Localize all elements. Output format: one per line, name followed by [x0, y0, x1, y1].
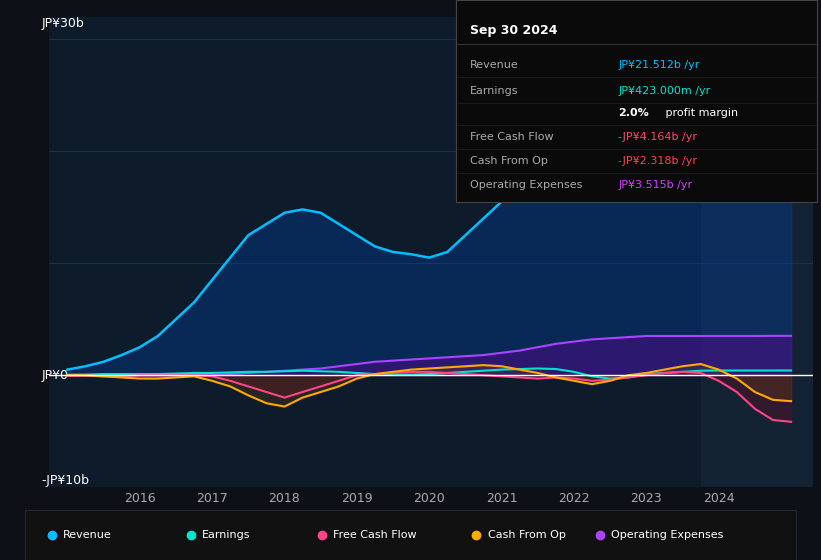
Text: Cash From Op: Cash From Op — [470, 156, 548, 166]
Bar — [700, 17, 813, 487]
Text: Sep 30 2024: Sep 30 2024 — [470, 24, 557, 37]
Text: profit margin: profit margin — [662, 108, 738, 118]
Text: Free Cash Flow: Free Cash Flow — [470, 132, 553, 142]
Text: JP¥21.512b /yr: JP¥21.512b /yr — [618, 59, 699, 69]
Text: -JP¥4.164b /yr: -JP¥4.164b /yr — [618, 132, 697, 142]
Text: JP¥30b: JP¥30b — [42, 17, 85, 30]
Text: JP¥3.515b /yr: JP¥3.515b /yr — [618, 180, 692, 190]
Text: Earnings: Earnings — [202, 530, 250, 540]
Text: 2.0%: 2.0% — [618, 108, 649, 118]
Text: Earnings: Earnings — [470, 86, 519, 96]
Text: JP¥0: JP¥0 — [42, 368, 69, 382]
Text: Revenue: Revenue — [470, 59, 519, 69]
Text: -JP¥10b: -JP¥10b — [42, 474, 89, 487]
Text: Operating Expenses: Operating Expenses — [470, 180, 582, 190]
Text: Operating Expenses: Operating Expenses — [611, 530, 723, 540]
Text: Cash From Op: Cash From Op — [488, 530, 566, 540]
Text: Revenue: Revenue — [63, 530, 112, 540]
Text: Free Cash Flow: Free Cash Flow — [333, 530, 417, 540]
Text: JP¥423.000m /yr: JP¥423.000m /yr — [618, 86, 710, 96]
Text: -JP¥2.318b /yr: -JP¥2.318b /yr — [618, 156, 697, 166]
